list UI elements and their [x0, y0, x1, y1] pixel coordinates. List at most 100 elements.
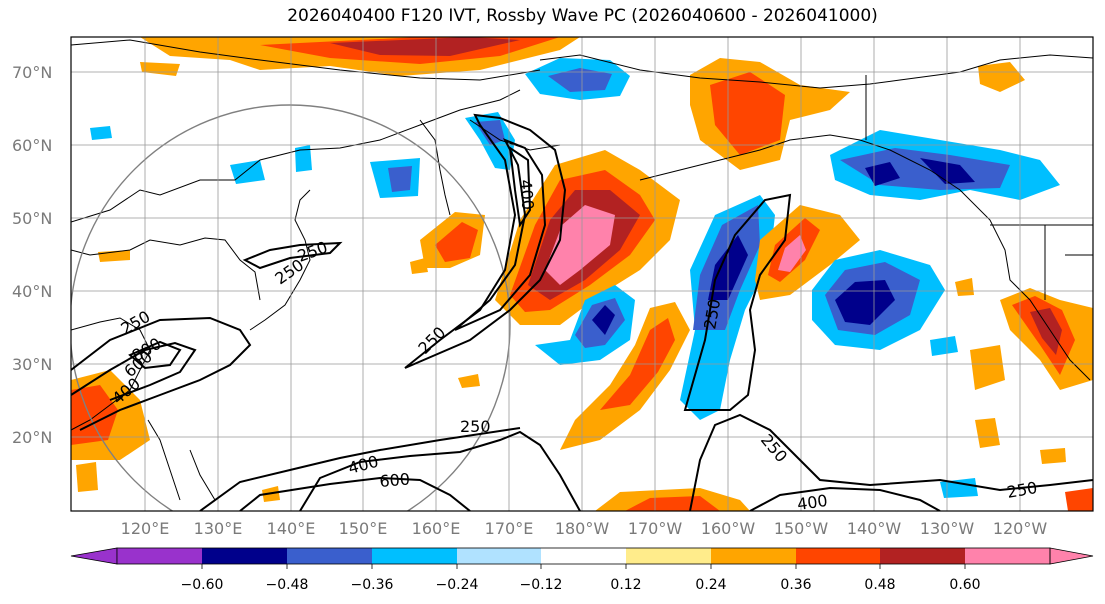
anomaly-region: [330, 37, 520, 56]
ivt-contour: [749, 486, 941, 511]
anomaly-region: [778, 235, 806, 272]
lon-label: 170°W: [628, 519, 683, 538]
map-border: [70, 36, 1094, 512]
colorbar-segment: [796, 548, 880, 564]
colorbar-tick-label: −0.12: [520, 577, 563, 593]
colorbar-frame: [116, 547, 1051, 565]
coastlines: [71, 39, 1093, 501]
colorbar-segment: [287, 548, 372, 564]
lon-label: 150°W: [774, 519, 829, 538]
colorbar-segment: [965, 548, 1050, 564]
anomaly-region: [1040, 448, 1066, 464]
ivt-contour: [239, 476, 471, 511]
coastline: [71, 237, 261, 301]
anomaly-region: [710, 72, 785, 155]
ivt-contour: [508, 145, 532, 228]
anomaly-region: [930, 336, 958, 356]
lon-label: 140°E: [267, 519, 316, 538]
coastline: [71, 39, 541, 81]
anomaly-region: [940, 478, 978, 498]
lon-label: 120°W: [993, 519, 1048, 538]
colorbar-segment: [372, 548, 457, 564]
anomaly-region: [90, 126, 112, 140]
contour-label: 250: [295, 237, 330, 265]
colorbar-extend-low: [70, 547, 118, 565]
colorbar-segment: [541, 548, 626, 564]
lat-label: 60°N: [12, 136, 52, 155]
coastline: [249, 189, 311, 331]
latitude-labels: 70°N 60°N 50°N 40°N 30°N 20°N: [12, 63, 52, 447]
contour-label: 250: [460, 417, 491, 436]
ivt-contour: [683, 193, 792, 411]
contour-label: 250: [757, 430, 791, 466]
colorbar-tick-label: 0.48: [864, 577, 895, 593]
ivt-contour: [242, 241, 343, 270]
anomaly-region: [955, 278, 974, 296]
anomaly-region: [970, 345, 1005, 390]
anomaly-region: [140, 62, 180, 76]
ivt-contour: [689, 413, 1093, 511]
ivt-contour: [71, 341, 197, 401]
colorbar-segment: [117, 548, 202, 564]
colorbar: −0.60 −0.48 −0.36 −0.24 −0.12 0.12 0.24 …: [70, 547, 1094, 593]
lat-label: 70°N: [12, 63, 52, 82]
reference-circle: [71, 104, 511, 511]
colorbar-segment: [202, 548, 287, 564]
anomaly-region: [978, 62, 1025, 92]
colorbar-tick-label: 0.12: [610, 577, 641, 593]
ivt-contour: [299, 430, 581, 511]
anomaly-region: [458, 374, 480, 388]
anomaly-region: [625, 496, 720, 511]
anomaly-shading: [71, 37, 1093, 511]
longitude-labels: 120°E 130°E 140°E 150°E 160°E 170°E 180°…: [121, 519, 1048, 538]
colorbar-segment: [880, 548, 965, 564]
anomaly-region: [295, 145, 312, 172]
coastline: [147, 419, 181, 501]
anomaly-region: [1065, 488, 1093, 511]
anomaly-region: [592, 305, 615, 335]
anomaly-region: [388, 166, 412, 192]
anomaly-region: [548, 68, 612, 92]
colorbar-tick-label: −0.36: [351, 577, 394, 593]
gridlines: [71, 37, 1093, 511]
colorbar-tick-label: −0.24: [436, 577, 479, 593]
colorbar-tick-label: 0.60: [949, 577, 980, 593]
lat-label: 40°N: [12, 282, 52, 301]
lon-label: 140°W: [847, 519, 902, 538]
lon-label: 150°E: [339, 519, 388, 538]
anomaly-region: [230, 160, 265, 184]
contour-label: 250: [1005, 478, 1038, 502]
ivt-contour: [199, 427, 521, 511]
ivt-contour: [71, 316, 252, 431]
coastline: [71, 89, 521, 223]
lon-label: 130°W: [920, 519, 975, 538]
coastline: [539, 54, 1093, 89]
colorbar-segment: [457, 548, 541, 564]
lat-label: 50°N: [12, 209, 52, 228]
contour-label: 400: [516, 179, 538, 211]
colorbar-segment: [626, 548, 711, 564]
lon-label: 120°E: [121, 519, 170, 538]
lon-label: 160°W: [701, 519, 756, 538]
ivt-contour: [128, 340, 182, 370]
anomaly-region: [1030, 308, 1062, 355]
colorbar-extend-high: [1049, 547, 1094, 565]
contour-label: 250: [414, 323, 449, 358]
coastline: [419, 119, 451, 216]
anomaly-region: [975, 418, 1000, 448]
lat-label: 20°N: [12, 428, 52, 447]
colorbar-tick-label: 0.24: [695, 577, 726, 593]
lon-label: 180°W: [555, 519, 610, 538]
lat-label: 30°N: [12, 355, 52, 374]
contour-label: 600: [379, 469, 411, 491]
anomaly-region: [76, 462, 98, 492]
map-title: 2026040400 F120 IVT, Rossby Wave PC (202…: [287, 6, 878, 26]
colorbar-tick-label: −0.60: [181, 577, 224, 593]
anomaly-region: [435, 222, 478, 262]
coastline: [639, 134, 1091, 381]
contour-label: 250: [118, 307, 154, 339]
ivt-contour: [404, 113, 567, 369]
colorbar-tick-label: 0.36: [780, 577, 811, 593]
lon-label: 160°E: [412, 519, 461, 538]
ivt-contours: [71, 113, 1093, 511]
